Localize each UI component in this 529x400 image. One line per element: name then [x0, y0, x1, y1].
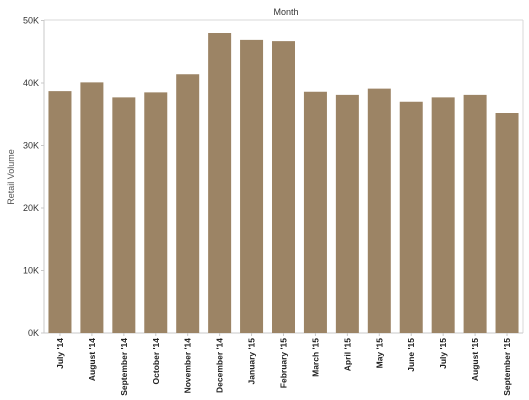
x-tick-label: April '15: [342, 338, 352, 371]
x-axis-labels: July '14 August '14 September '14 October '…: [55, 333, 512, 396]
x-tick-label: August '15: [470, 338, 480, 381]
x-tick-label: October '14: [151, 338, 161, 385]
x-tick-label: July '14: [55, 338, 65, 369]
bar: [399, 101, 423, 333]
bar: [335, 94, 359, 333]
bar: [495, 113, 519, 333]
x-tick-label: September '14: [119, 338, 129, 396]
x-tick-label: December '14: [215, 338, 225, 393]
x-tick-label: January '15: [247, 338, 257, 385]
y-axis-ticks: 0K 10K 20K 30K 40K 50K: [23, 16, 44, 338]
x-tick-label: July '15: [438, 338, 448, 369]
y-axis-title: Retail Volume: [6, 149, 16, 205]
bar: [208, 33, 232, 333]
bar: [176, 74, 200, 333]
y-tick-label: 30K: [23, 141, 39, 151]
bar-series: [48, 33, 519, 333]
bar: [80, 82, 104, 333]
x-tick-label: May '15: [374, 338, 384, 369]
bar: [112, 97, 136, 333]
y-tick-label: 10K: [23, 266, 39, 276]
chart-title: Month: [273, 7, 298, 17]
bar: [144, 92, 168, 333]
y-tick-label: 0K: [28, 328, 39, 338]
bar: [303, 91, 327, 333]
bar: [240, 39, 264, 333]
bar: [367, 88, 391, 333]
bar: [463, 94, 487, 333]
y-tick-label: 20K: [23, 203, 39, 213]
y-tick-label: 50K: [23, 16, 39, 26]
x-tick-label: March '15: [310, 338, 320, 377]
bar: [272, 41, 295, 333]
x-tick-label: February '15: [279, 338, 289, 388]
y-tick-label: 40K: [23, 78, 39, 88]
x-tick-label: November '14: [183, 338, 193, 394]
bar: [48, 91, 72, 333]
x-tick-label: August '14: [87, 338, 97, 381]
x-tick-label: September '15: [502, 338, 512, 396]
bar: [431, 97, 455, 333]
x-tick-label: June '15: [406, 338, 416, 372]
